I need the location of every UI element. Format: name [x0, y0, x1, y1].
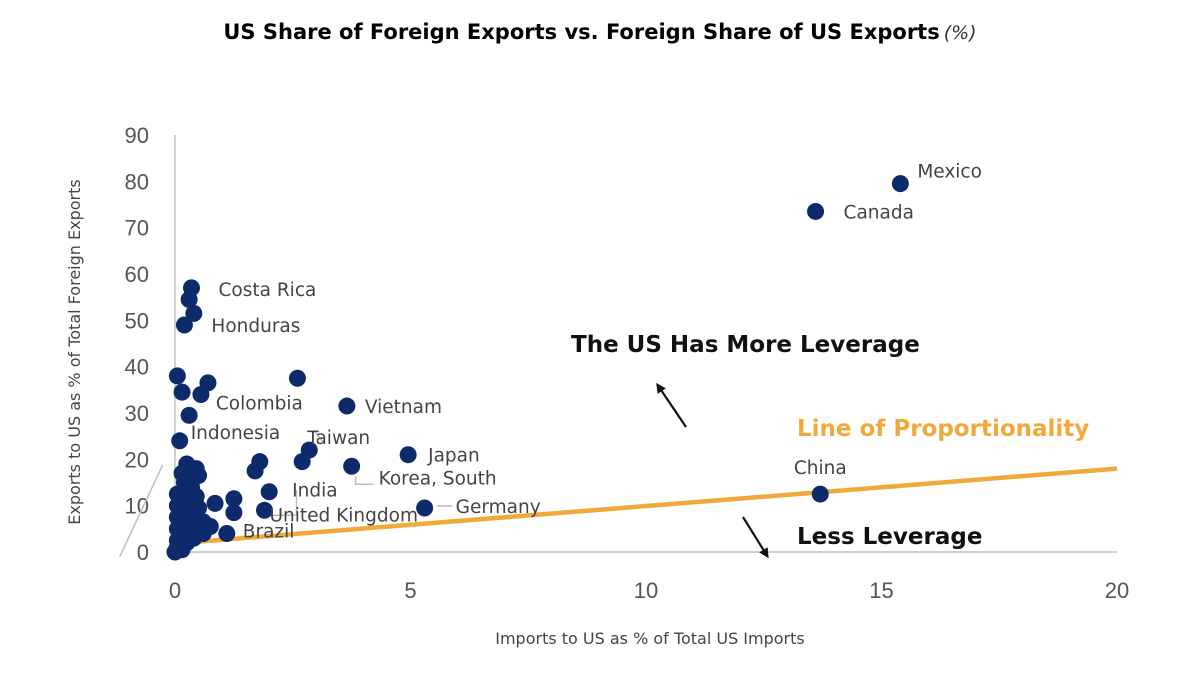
prop-line-label: Line of Proportionality — [797, 416, 1089, 442]
leader-lines — [119, 431, 453, 558]
y-tick-label: 50 — [125, 308, 149, 333]
less-leverage-label: Less Leverage — [797, 524, 982, 550]
y-tick-label: 20 — [125, 447, 149, 472]
y-axis-title: Exports to US as % of Total Foreign Expo… — [65, 179, 84, 524]
y-tick-label: 40 — [125, 355, 149, 380]
data-point-colombia — [192, 385, 210, 403]
data-point — [180, 406, 198, 424]
point-label: India — [292, 481, 337, 502]
point-label: Honduras — [211, 316, 300, 337]
point-label: Brazil — [243, 521, 295, 542]
x-tick-label: 20 — [1105, 578, 1129, 603]
data-point-mexico — [891, 175, 909, 193]
point-label: Germany — [456, 497, 541, 518]
x-tick-label: 15 — [869, 578, 893, 603]
y-tick-label: 60 — [125, 262, 149, 287]
y-tick-label: 30 — [125, 401, 149, 426]
y-tick-label: 80 — [125, 169, 149, 194]
data-point-vietnam — [338, 397, 356, 415]
y-tick-label: 70 — [125, 216, 149, 241]
x-tick-labels: 0 5 10 15 20 — [169, 578, 1129, 603]
leader-line — [119, 464, 164, 558]
more-leverage-label: The US Has More Leverage — [571, 332, 920, 358]
chart-title-unit: (%) — [943, 22, 977, 44]
data-point — [173, 383, 191, 401]
data-point-canada — [807, 202, 825, 220]
point-label: Mexico — [917, 162, 982, 183]
data-point-honduras — [175, 316, 193, 334]
data-points — [166, 175, 909, 561]
data-point-united-kingdom — [255, 501, 273, 519]
data-point — [185, 304, 203, 322]
point-label: Indonesia — [191, 423, 280, 444]
point-label: Colombia — [216, 393, 303, 414]
point-label: Korea, South — [379, 468, 497, 489]
data-point — [225, 490, 243, 508]
point-label: United Kingdom — [269, 505, 418, 526]
chart-title: US Share of Foreign Exports vs. Foreign … — [223, 20, 940, 44]
line-of-proportionality — [184, 466, 1118, 545]
point-label: Canada — [844, 202, 914, 223]
arrow-down — [742, 516, 769, 559]
arrow-up — [656, 382, 687, 428]
data-point — [225, 504, 243, 522]
point-label: China — [794, 458, 847, 479]
point-label: Costa Rica — [218, 280, 316, 301]
leader-line — [264, 490, 298, 517]
title-block: US Share of Foreign Exports vs. Foreign … — [0, 20, 1200, 44]
data-point — [288, 369, 306, 387]
x-axis-title: Imports to US as % of Total US Imports — [495, 629, 805, 648]
data-point-korea-south — [343, 457, 361, 475]
data-point — [246, 462, 264, 480]
point-label: Taiwan — [306, 428, 370, 449]
y-tick-labels: 0 10 20 30 40 50 60 70 80 90 — [125, 123, 149, 565]
data-point-brazil — [218, 524, 236, 542]
data-point-germany — [416, 499, 434, 517]
leader-line — [314, 431, 324, 443]
data-point — [260, 483, 278, 501]
data-point — [206, 494, 224, 512]
data-point-costa-rica — [182, 279, 200, 297]
data-point — [168, 367, 186, 385]
point-label: Vietnam — [365, 397, 442, 418]
y-tick-label: 0 — [137, 540, 149, 565]
data-point-indonesia — [171, 432, 189, 450]
data-point-india — [293, 453, 311, 471]
x-tick-label: 5 — [404, 578, 416, 603]
data-point-china — [811, 485, 829, 503]
point-label: Japan — [427, 446, 480, 467]
data-point-japan — [399, 446, 417, 464]
x-tick-label: 10 — [634, 578, 658, 603]
y-tick-label: 10 — [125, 494, 149, 519]
leader-line — [354, 476, 374, 486]
data-point — [166, 543, 184, 561]
y-tick-label: 90 — [125, 123, 149, 148]
x-tick-label: 0 — [169, 578, 181, 603]
